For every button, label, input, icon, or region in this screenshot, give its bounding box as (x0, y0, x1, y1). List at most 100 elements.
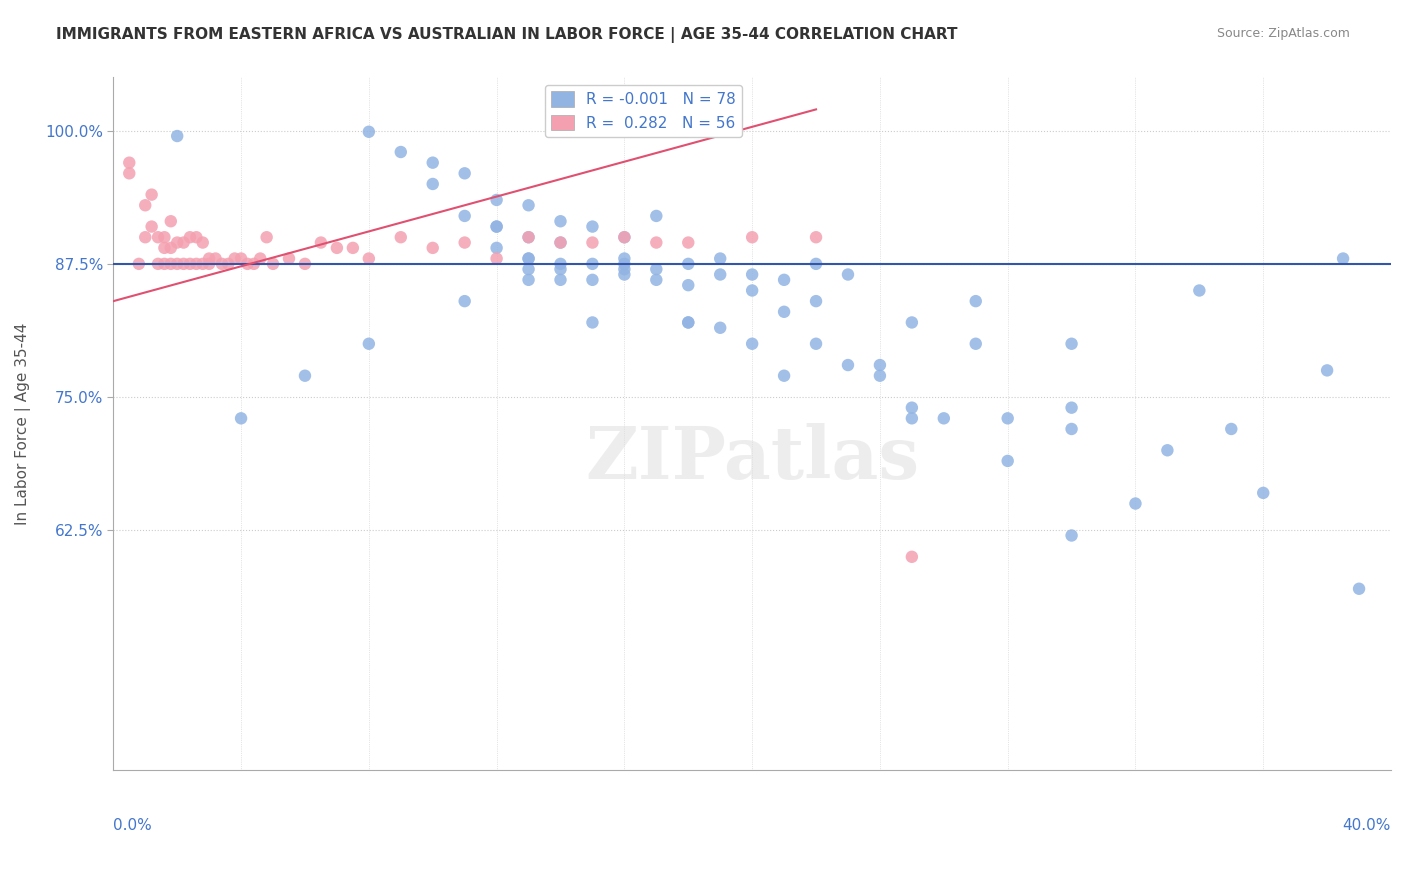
Point (357, 252, 380, 266)
Point (229, 411, 252, 425)
Point (517, 198, 540, 212)
Point (166, 235, 188, 250)
Point (1331, 252, 1354, 266)
Point (581, 273, 603, 287)
Point (256, 230, 278, 244)
Point (1060, 528, 1083, 542)
Point (804, 230, 827, 244)
Point (932, 411, 955, 425)
Point (965, 294, 987, 309)
Point (357, 125, 380, 139)
Point (613, 252, 636, 266)
Point (581, 219, 603, 234)
Point (166, 257, 188, 271)
Point (159, 241, 181, 255)
Point (485, 193, 508, 207)
Point (153, 257, 176, 271)
Point (678, 315, 700, 329)
Point (741, 230, 763, 244)
Point (198, 257, 221, 271)
Point (224, 252, 246, 266)
Point (1188, 284, 1211, 298)
Point (613, 230, 636, 244)
Point (645, 209, 668, 223)
Point (517, 262, 540, 277)
Point (118, 166, 141, 180)
Legend: R = -0.001   N = 78, R =  0.282   N = 56: R = -0.001 N = 78, R = 0.282 N = 56 (546, 85, 742, 136)
Point (804, 257, 827, 271)
Point (773, 305, 796, 319)
Point (869, 368, 891, 383)
Point (173, 235, 195, 250)
Point (159, 257, 181, 271)
Point (709, 268, 731, 282)
Point (342, 241, 364, 255)
Point (804, 294, 827, 309)
Point (217, 257, 239, 271)
Point (294, 368, 316, 383)
Point (1060, 401, 1083, 415)
Point (1251, 486, 1274, 500)
Point (173, 257, 195, 271)
Point (186, 230, 208, 244)
Point (517, 252, 540, 266)
Point (309, 235, 332, 250)
Point (236, 257, 259, 271)
Point (146, 230, 169, 244)
Text: 0.0%: 0.0% (114, 818, 152, 833)
Point (678, 235, 700, 250)
Point (517, 230, 540, 244)
Point (134, 198, 156, 212)
Point (389, 145, 412, 159)
Point (422, 177, 444, 191)
Point (1125, 497, 1147, 511)
Point (581, 235, 603, 250)
Point (118, 155, 141, 169)
Point (901, 315, 924, 329)
Point (517, 273, 540, 287)
Point (262, 257, 284, 271)
Point (191, 257, 214, 271)
Point (581, 257, 603, 271)
Point (422, 155, 444, 169)
Point (128, 257, 150, 271)
Point (709, 320, 731, 334)
Point (550, 235, 572, 250)
Point (1348, 582, 1371, 596)
Point (1220, 422, 1243, 436)
Point (485, 219, 508, 234)
Point (901, 549, 924, 564)
Point (645, 235, 668, 250)
Point (709, 252, 731, 266)
Point (326, 241, 349, 255)
Point (773, 368, 796, 383)
Point (141, 187, 163, 202)
Point (645, 262, 668, 277)
Point (204, 252, 226, 266)
Point (1156, 443, 1178, 458)
Point (550, 262, 572, 277)
Point (243, 257, 266, 271)
Point (741, 336, 763, 351)
Point (550, 235, 572, 250)
Point (773, 273, 796, 287)
Point (389, 230, 412, 244)
Point (485, 219, 508, 234)
Text: ZIPatlas: ZIPatlas (585, 423, 920, 494)
Point (678, 257, 700, 271)
Point (485, 252, 508, 266)
Point (678, 315, 700, 329)
Point (645, 273, 668, 287)
Point (550, 273, 572, 287)
Point (550, 257, 572, 271)
Point (186, 257, 208, 271)
Point (422, 241, 444, 255)
Point (159, 214, 181, 228)
Point (153, 230, 176, 244)
Point (613, 268, 636, 282)
Point (613, 230, 636, 244)
Point (869, 358, 891, 372)
Point (153, 241, 176, 255)
Point (141, 219, 163, 234)
Point (678, 278, 700, 293)
